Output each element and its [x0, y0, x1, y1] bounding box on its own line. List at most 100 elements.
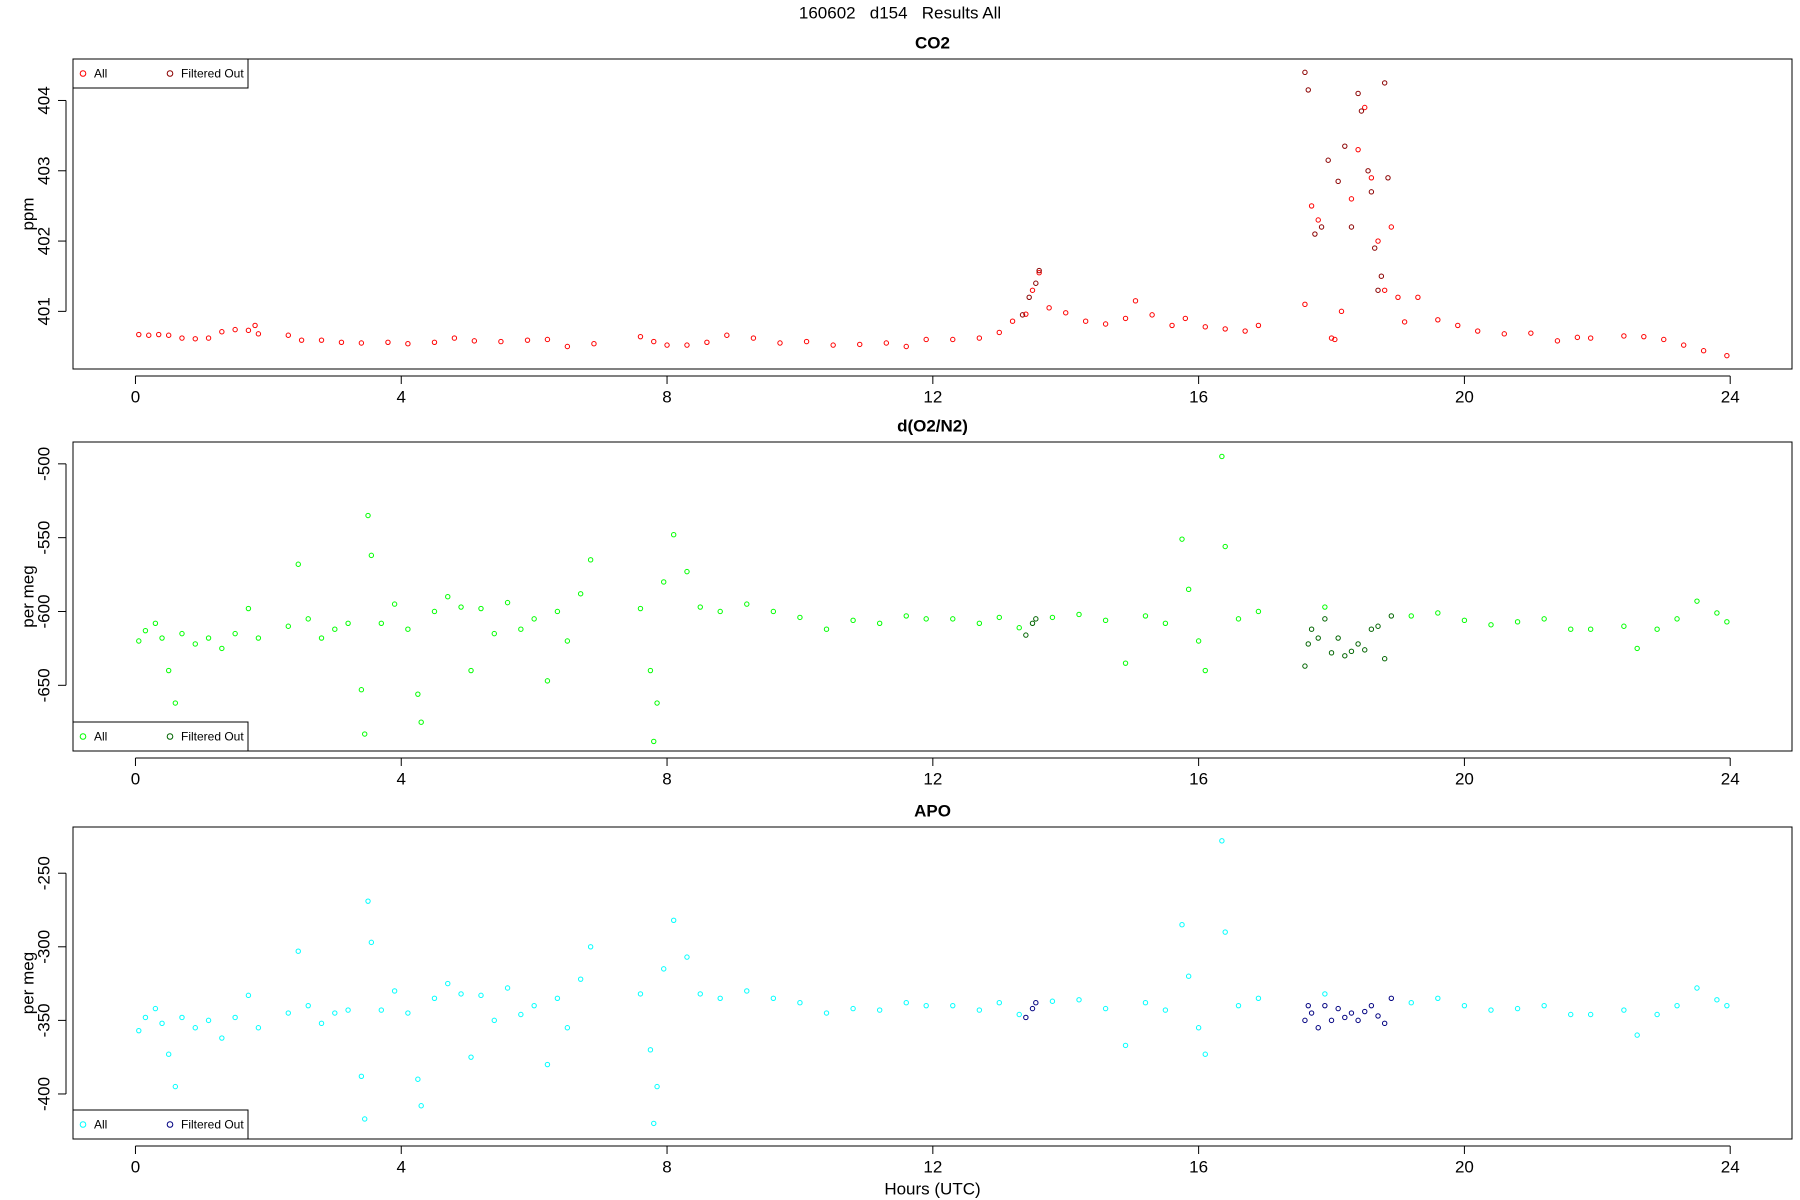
data-point — [1375, 1013, 1381, 1019]
data-point — [1365, 168, 1371, 174]
data-point — [378, 1007, 385, 1013]
x-tick-label: 0 — [131, 769, 140, 788]
data-point — [1202, 324, 1208, 330]
y-tick-label: -300 — [34, 930, 53, 964]
data-point — [368, 552, 375, 559]
data-point — [471, 338, 478, 344]
data-point — [1149, 312, 1155, 318]
data-point — [651, 738, 657, 745]
data-point — [1102, 1005, 1109, 1012]
data-point — [1169, 322, 1175, 329]
data-point — [1362, 1008, 1368, 1015]
data-point — [1036, 269, 1042, 276]
legend-label: Filtered Out — [181, 730, 244, 744]
data-point — [1385, 175, 1391, 181]
data-point — [378, 620, 385, 626]
data-point — [1033, 280, 1039, 286]
data-point — [587, 557, 594, 563]
data-point — [255, 635, 262, 641]
data-point — [883, 340, 890, 346]
legend-label: Filtered Out — [181, 67, 244, 81]
data-point — [1621, 1007, 1627, 1013]
data-point — [684, 954, 690, 960]
data-point — [1355, 641, 1361, 647]
data-point — [1302, 301, 1308, 308]
panel-title: CO2 — [915, 33, 950, 52]
data-point — [1368, 189, 1375, 195]
data-point — [1312, 231, 1318, 237]
data-point — [830, 342, 836, 348]
data-point — [1162, 1007, 1169, 1013]
data-point — [1641, 333, 1647, 340]
panel-title: d(O2/N2) — [897, 416, 968, 435]
data-point — [744, 601, 750, 607]
data-point — [365, 898, 371, 904]
data-point — [142, 627, 149, 634]
data-point — [458, 604, 464, 610]
data-point — [950, 336, 956, 343]
data-point — [391, 988, 398, 994]
data-point — [165, 667, 172, 674]
data-point — [159, 1020, 165, 1027]
data-point — [1541, 616, 1547, 622]
data-point — [318, 1020, 325, 1027]
data-point — [332, 626, 338, 632]
data-point — [1036, 267, 1042, 274]
data-point — [1408, 613, 1414, 619]
data-point — [205, 335, 212, 341]
plot-frame — [72, 826, 1793, 1140]
data-point — [770, 608, 777, 615]
data-point — [405, 340, 411, 347]
data-point — [1621, 623, 1627, 629]
data-point — [305, 616, 311, 622]
data-point — [1514, 619, 1521, 625]
data-point — [1694, 598, 1700, 604]
data-point — [431, 608, 438, 615]
x-tick-label: 8 — [662, 387, 671, 406]
data-point — [1102, 321, 1109, 327]
data-point — [1242, 328, 1248, 334]
legend-label: All — [94, 1118, 107, 1132]
data-point — [661, 579, 667, 585]
data-point — [405, 626, 411, 632]
data-point — [1322, 616, 1328, 622]
data-point — [1724, 619, 1730, 625]
data-point — [1587, 626, 1594, 632]
data-point — [857, 341, 863, 348]
data-point — [554, 608, 561, 615]
data-point — [431, 995, 438, 1002]
data-point — [1700, 348, 1707, 354]
data-point — [1541, 1002, 1547, 1009]
data-point — [245, 992, 252, 999]
data-point — [1122, 660, 1129, 666]
data-point — [1029, 1005, 1036, 1012]
x-tick-label: 16 — [1189, 387, 1208, 406]
data-point — [1076, 611, 1082, 618]
data-point — [544, 1061, 551, 1068]
data-point — [358, 340, 365, 346]
data-point — [1315, 1025, 1321, 1031]
data-point — [577, 976, 584, 982]
data-point — [295, 948, 301, 954]
data-point — [445, 980, 451, 987]
data-point — [1355, 90, 1361, 97]
data-point — [318, 337, 325, 343]
data-point — [1322, 1002, 1328, 1009]
series — [1023, 995, 1395, 1031]
data-point — [1255, 995, 1262, 1002]
data-point — [637, 333, 644, 340]
data-point — [285, 1010, 291, 1016]
data-point — [478, 605, 484, 612]
data-point — [1132, 298, 1139, 304]
data-point — [797, 1000, 803, 1006]
data-point — [142, 1014, 149, 1021]
data-point — [1335, 178, 1341, 185]
data-point — [362, 1116, 368, 1122]
data-point — [923, 1002, 929, 1009]
data-point — [823, 1010, 830, 1016]
legend-marker — [79, 733, 87, 740]
data-point — [1554, 338, 1561, 344]
data-point — [670, 532, 677, 538]
data-point — [1219, 838, 1225, 844]
